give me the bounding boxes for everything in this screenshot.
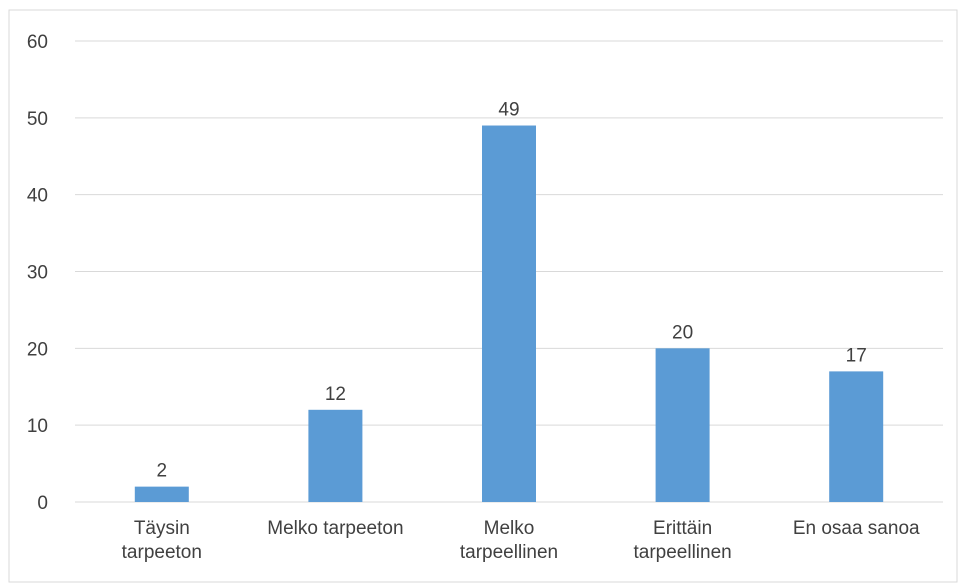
y-tick-label: 50	[27, 109, 48, 130]
bar	[829, 371, 884, 502]
data-label: 2	[157, 461, 168, 482]
x-tick-label: Täysin	[134, 518, 190, 539]
y-tick-label: 10	[27, 416, 48, 437]
bar	[134, 486, 189, 502]
x-axis-ticks: Täysin tarpeeton Melko tarpeeton Melko tarpe…	[122, 518, 920, 563]
bar	[655, 348, 710, 502]
y-tick-label: 40	[27, 186, 48, 207]
x-tick-label: tarpeeton	[122, 542, 202, 563]
y-tick-label: 20	[27, 339, 48, 360]
bar	[308, 409, 363, 502]
data-labels: 2 12 49 20 17	[157, 100, 867, 482]
data-label: 49	[498, 100, 519, 121]
y-tick-label: 30	[27, 263, 48, 284]
y-axis-ticks: 0 10 20 30 40 50 60	[27, 32, 48, 514]
y-tick-label: 0	[37, 493, 48, 514]
x-tick-label: Melko	[484, 518, 535, 539]
x-tick-label: tarpeellinen	[460, 542, 558, 563]
data-label: 17	[846, 345, 867, 366]
data-label: 12	[325, 384, 346, 405]
y-tick-label: 60	[27, 32, 48, 53]
x-tick-label: En osaa sanoa	[793, 518, 920, 539]
x-tick-label: Melko tarpeeton	[267, 518, 403, 539]
x-tick-label: Erittäin	[653, 518, 712, 539]
data-label: 20	[672, 322, 693, 343]
x-tick-label: tarpeellinen	[633, 542, 731, 563]
bars	[134, 125, 884, 503]
bar	[482, 125, 536, 503]
